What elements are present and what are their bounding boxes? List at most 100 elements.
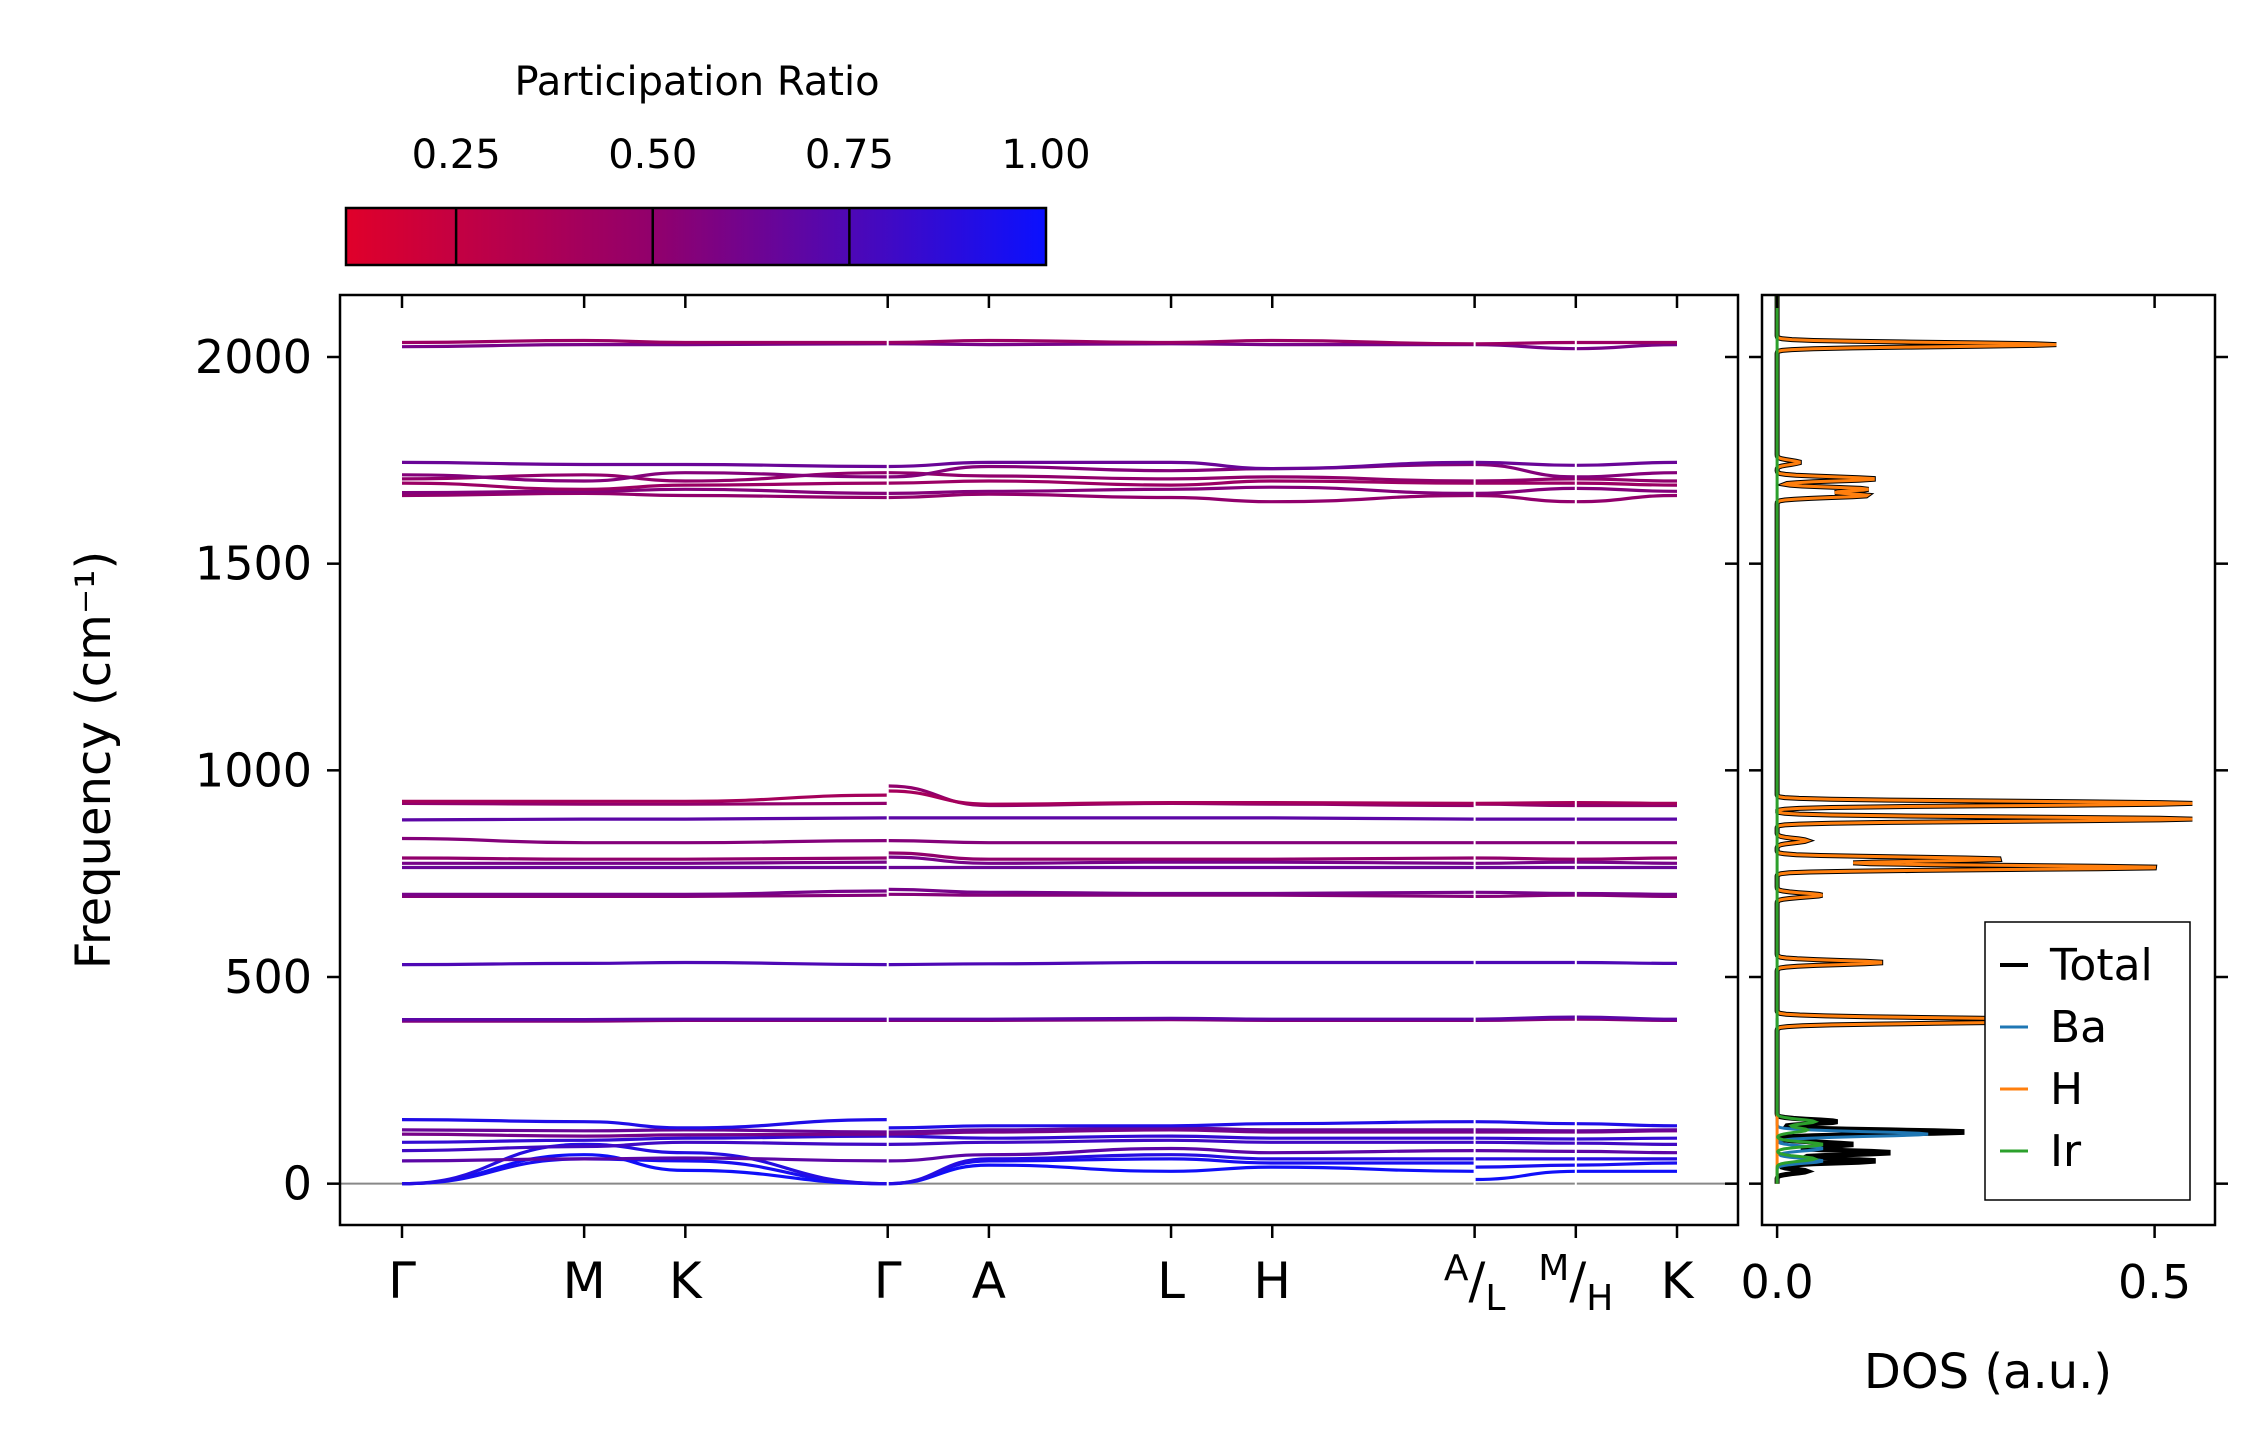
y-tick-label: 1500 [195,537,312,591]
colorbar-tick-label: 0.75 [805,132,894,178]
colorbar-tick-label: 0.50 [608,132,697,178]
dos-x-tick-label: 0.0 [1741,1255,1814,1309]
band-line [1474,1140,1576,1145]
band-line [402,893,888,899]
y-axis-ticks: 0 500 1000 1500 2000 [195,330,2228,1211]
band-line [401,836,888,845]
band-line [887,855,1475,865]
k-point-label: A [972,1252,1006,1310]
band-line [401,1128,888,1134]
colorbar-gradient [344,206,1048,267]
k-point-label: H [1253,1252,1291,1310]
k-point-label-split: A/L [1444,1248,1506,1319]
k-point-label: Γ [874,1252,902,1310]
band-line [887,816,1475,821]
band-line [401,1156,888,1163]
band-line [401,960,888,967]
k-point-label: L [1157,1252,1185,1310]
band-line [1575,493,1678,504]
band-line [401,471,888,483]
band-line [1575,343,1678,351]
band-line [887,460,1475,471]
k-point-label: K [669,1252,703,1310]
band-line [887,851,1475,861]
y-tick-label: 0 [283,1157,312,1211]
k-point-label: M [563,1252,606,1310]
band-line [1575,481,1678,487]
k-point-label: Γ [388,1252,416,1310]
band-line [401,491,888,500]
band-line [1575,891,1678,896]
band-line [401,856,888,861]
band-line [401,338,888,345]
band-line [887,1016,1475,1021]
phonon-bands [401,338,1678,1186]
dos-x-axis-title: DOS (a.u.) [1864,1344,2112,1400]
band-line [401,1157,888,1186]
band-line [887,1146,1475,1163]
dos-legend: Total Ba H Ir [1984,921,2191,1201]
band-line [1474,1015,1576,1021]
band-line [401,889,888,896]
colorbar-tick-label: 0.25 [412,132,501,178]
band-line [1575,860,1678,865]
band-line [1474,856,1576,861]
dos-x-tick-label: 0.5 [2118,1255,2191,1309]
band-line [1575,960,1678,965]
band-line [401,1153,888,1186]
path-breaks [886,298,1577,1222]
band-line [401,487,888,495]
band-line [887,887,1475,896]
band-line [887,1157,1475,1186]
band-line [887,1120,1475,1130]
band-frame [338,293,1740,1227]
colorbar-title: Participation Ratio [514,59,879,105]
dos-panel: 0.0 0.5 DOS (a.u.) Total Ba H Ir [1741,293,2217,1400]
band-line [401,1142,888,1186]
band-line [1575,1128,1678,1133]
band-line [1575,801,1678,805]
band-line [1474,462,1576,479]
band-line [1575,471,1678,479]
dos-ir-curve [1775,295,1824,1184]
k-point-label-split: M/H [1538,1248,1613,1319]
legend-label: H [2050,1064,2083,1115]
colorbar-tick-labels: 0.25 0.50 0.75 1.00 [412,132,1091,178]
dos-frame [1760,293,2217,1227]
band-line [1575,893,1678,898]
band-line [887,1134,1475,1140]
band-line [887,1138,1475,1146]
band-line [401,1132,888,1138]
band-line [887,1128,1475,1136]
band-line [887,492,1475,504]
colorbar: Participation Ratio 0.25 0.50 0.75 1.00 [344,59,1091,267]
band-line [402,860,888,865]
band-line [401,801,888,806]
legend-box [1984,921,2191,1201]
band-line [1474,860,1576,865]
band-line [887,1163,1475,1186]
band-line [401,1134,888,1144]
band-line [887,1153,1475,1186]
band-line [1575,460,1678,467]
band-line [1474,1169,1576,1182]
band-line [887,1126,1475,1134]
band-line [1575,856,1678,861]
y-tick-label: 1000 [195,743,312,797]
k-path-labels: Γ M K Γ A L H A/L M/H K [388,295,1695,1319]
colorbar-ticks [454,208,851,265]
band-line [1474,477,1576,483]
band-line [1575,1136,1678,1141]
y-tick-label: 500 [224,950,312,1004]
k-point-label: K [1661,1252,1695,1310]
band-line [1474,1149,1576,1153]
legend-label: Ba [2050,1002,2107,1053]
y-tick-label: 2000 [195,330,312,384]
band-line [401,460,888,469]
band-line [1474,1136,1576,1141]
band-line [1474,801,1576,805]
band-line [1474,1163,1576,1169]
band-line [887,338,1475,346]
band-line [887,479,1475,487]
dos-curves [1774,295,2193,1184]
